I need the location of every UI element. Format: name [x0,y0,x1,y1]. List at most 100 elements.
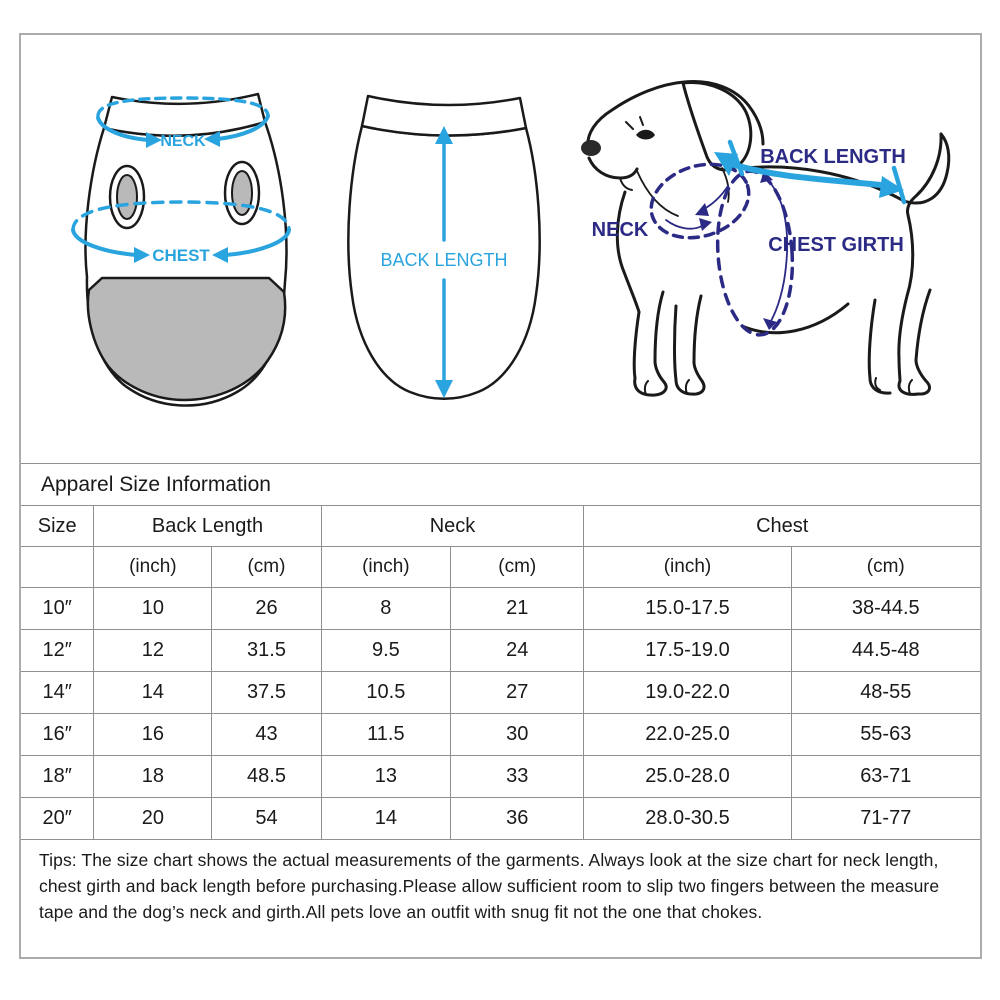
neck-arrowhead-left [146,132,162,148]
table-cell: 16 [93,713,213,756]
dog-front-leg-far-back-edge [692,294,703,364]
table-cell: 10 [93,587,213,630]
table-cell: 27 [450,671,585,714]
back-garment-length-label: BACK LENGTH [380,250,507,270]
dog-tail-inner [906,132,943,217]
table-cell: 24 [450,629,585,672]
measurement-diagrams-panel: NECK CHEST BACK LENGTH [21,35,980,463]
table-cell: 11.5 [320,713,452,756]
front-garment-chest-label: CHEST [152,246,210,265]
table-cell: 44.5-48 [790,629,981,672]
table-cell: 25.0-28.0 [583,755,792,798]
dog-toe-4 [874,377,881,391]
dog-toe-1 [643,380,649,396]
table-row: 20″ 20 54 14 36 28.0-30.5 71-77 [20,797,981,840]
dog-hind-leg-near [897,213,931,396]
table-cell: 22.0-25.0 [583,713,792,756]
armhole-left [116,174,138,220]
table-cell: 13 [320,755,452,798]
table-cell: 14 [93,671,213,714]
table-cell: 19.0-22.0 [583,671,792,714]
table-cell: 14 [320,797,452,840]
size-cell: 10″ [20,587,95,630]
size-cell: 20″ [20,797,95,840]
size-chart-frame: NECK CHEST BACK LENGTH [19,33,982,959]
back-length-tick-right [891,165,907,205]
dog-measurement-diagram: BACK LENGTH NECK CHEST GIRTH [581,79,951,397]
table-cell: 38-44.5 [790,587,981,630]
chest-arrowhead-left [134,247,150,263]
dog-toe-3 [907,379,913,395]
table-title: Apparel Size Information [21,463,980,506]
dog-neck-label: NECK [592,219,649,241]
table-cell: 48-55 [790,671,981,714]
dog-eye [636,129,655,140]
table-cell: 71-77 [790,797,981,840]
dog-eyelashes [625,116,644,130]
front-garment-neck-label: NECK [160,133,206,150]
unit-cell: (cm) [450,546,585,588]
dog-jaw [587,156,639,180]
table-cell: 26 [211,587,322,630]
size-cell: 14″ [20,671,95,714]
col-header-neck: Neck [320,505,585,547]
table-cell: 20 [93,797,213,840]
dog-hind-leg-far [867,298,892,395]
unit-cell: (inch) [583,546,792,588]
dog-neck-line-front [636,170,679,217]
dog-belly [740,302,850,335]
dog-chest-arrowhead-bottom [763,318,777,330]
table-row: 16″ 16 43 11.5 30 22.0-25.0 55-63 [20,713,981,756]
back-length-tick-left [727,139,745,177]
unit-cell: (inch) [93,546,213,588]
dog-toe-2 [684,379,690,395]
neck-girth-dashed-arc [96,96,270,118]
dog-chest-front [615,190,641,314]
size-cell: 18″ [20,755,95,798]
col-header-chest: Chest [583,505,981,547]
col-header-size: Size [20,505,95,547]
table-cell: 48.5 [211,755,322,798]
unit-cell: (cm) [790,546,981,588]
armhole-right [231,170,253,216]
table-cell: 43 [211,713,322,756]
dog-front-leg-near [632,310,668,397]
table-cell: 54 [211,797,322,840]
table-cell: 21 [450,587,585,630]
table-cell: 28.0-30.5 [583,797,792,840]
chest-girth-arrow-left [71,228,138,257]
tips-text: Tips: The size chart shows the actual me… [21,839,980,925]
dog-nose [581,140,601,156]
dog-neck-arrowhead-a [699,218,712,231]
garment-back-collar [360,94,528,137]
table-cell: 17.5-19.0 [583,629,792,672]
back-length-arrowhead-left [714,152,738,176]
dog-neck-arrowhead-b [695,203,709,216]
garment-belly-patch [86,276,287,402]
back-length-measure-line [725,160,893,189]
unit-cell: (inch) [320,546,452,588]
neck-arrowhead-right [204,131,220,147]
dog-chest-girth-label: CHEST GIRTH [768,234,904,256]
table-cell: 30 [450,713,585,756]
dog-chin [619,177,633,191]
table-cell: 63-71 [790,755,981,798]
table-cell: 10.5 [320,671,452,714]
size-cell: 16″ [20,713,95,756]
table-row: 18″ 18 48.5 13 33 25.0-28.0 63-71 [20,755,981,798]
back-garment-diagram: BACK LENGTH [347,94,541,400]
table-cell: 15.0-17.5 [583,587,792,630]
dog-neck-measure-arrow-a [665,219,703,230]
table-cell: 36 [450,797,585,840]
unit-cell: (cm) [211,546,322,588]
col-header-back-length: Back Length [93,505,322,547]
dog-front-leg-far [673,304,706,396]
unit-cell-empty [20,546,95,588]
table-units-row: (inch) (cm) (inch) (cm) (inch) (cm) [20,546,981,588]
table-row: 14″ 14 37.5 10.5 27 19.0-22.0 48-55 [20,671,981,714]
dog-front-leg-near-back-edge [653,290,665,363]
neck-girth-arrow-right [216,114,270,141]
chest-arrowhead-right [212,247,228,263]
table-row: 10″ 10 26 8 21 15.0-17.5 38-44.5 [20,587,981,630]
neck-girth-arrow-left [96,116,150,142]
